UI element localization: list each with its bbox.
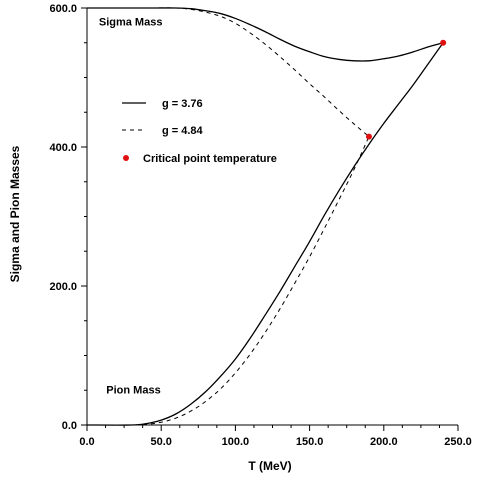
x-tick-label: 150.0 bbox=[296, 436, 324, 448]
axes bbox=[86, 8, 458, 426]
x-tick-label: 250.0 bbox=[444, 436, 472, 448]
solid-pion-curve bbox=[86, 42, 444, 426]
y-tick-label: 600.0 bbox=[49, 3, 77, 15]
legend: g = 3.76 g = 4.84 Critical point tempera… bbox=[122, 98, 277, 165]
x-tick-label: 200.0 bbox=[370, 436, 398, 448]
dashed-sigma-curve bbox=[86, 7, 370, 137]
legend-critical-marker bbox=[123, 155, 129, 161]
critical-points bbox=[365, 39, 447, 140]
annotations: Sigma Mass Pion Mass bbox=[99, 16, 163, 396]
tick-labels: 0.0 50.0 100.0 150.0 200.0 250.0 0.0 200.0 400.0… bbox=[49, 3, 471, 448]
critical-point-marker bbox=[365, 133, 372, 140]
y-tick-label: 0.0 bbox=[62, 420, 77, 432]
legend-label-g484: g = 4.84 bbox=[162, 125, 204, 137]
series-lines bbox=[86, 7, 444, 426]
pion-mass-label: Pion Mass bbox=[106, 385, 160, 397]
y-axis-title: Sigma and Pion Masses bbox=[8, 145, 22, 282]
y-tick-label: 400.0 bbox=[49, 142, 77, 154]
sigma-mass-label: Sigma Mass bbox=[99, 16, 163, 28]
tick-marks bbox=[81, 7, 459, 431]
y-tick-label: 200.0 bbox=[49, 281, 77, 293]
x-tick-label: 100.0 bbox=[222, 436, 250, 448]
x-tick-label: 50.0 bbox=[150, 436, 171, 448]
x-axis-title: T (MeV) bbox=[248, 459, 291, 473]
legend-label-g376: g = 3.76 bbox=[162, 98, 203, 110]
legend-label-critical: Critical point temperature bbox=[143, 153, 277, 165]
dashed-pion-curve bbox=[86, 136, 370, 426]
critical-point-marker bbox=[440, 39, 447, 46]
x-tick-label: 0.0 bbox=[79, 436, 94, 448]
